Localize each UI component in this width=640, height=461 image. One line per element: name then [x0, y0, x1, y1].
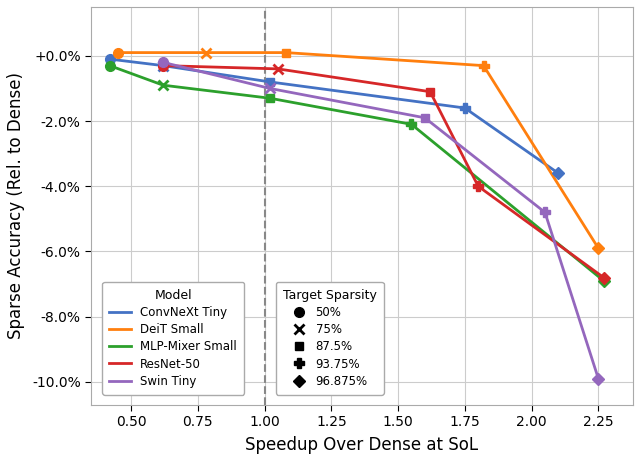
Legend: 50%, 75%, 87.5%, 93.75%, 96.875%: 50%, 75%, 87.5%, 93.75%, 96.875% — [276, 282, 384, 395]
Y-axis label: Sparse Accuracy (Rel. to Dense): Sparse Accuracy (Rel. to Dense) — [7, 72, 25, 339]
X-axis label: Speedup Over Dense at SoL: Speedup Over Dense at SoL — [246, 436, 479, 454]
